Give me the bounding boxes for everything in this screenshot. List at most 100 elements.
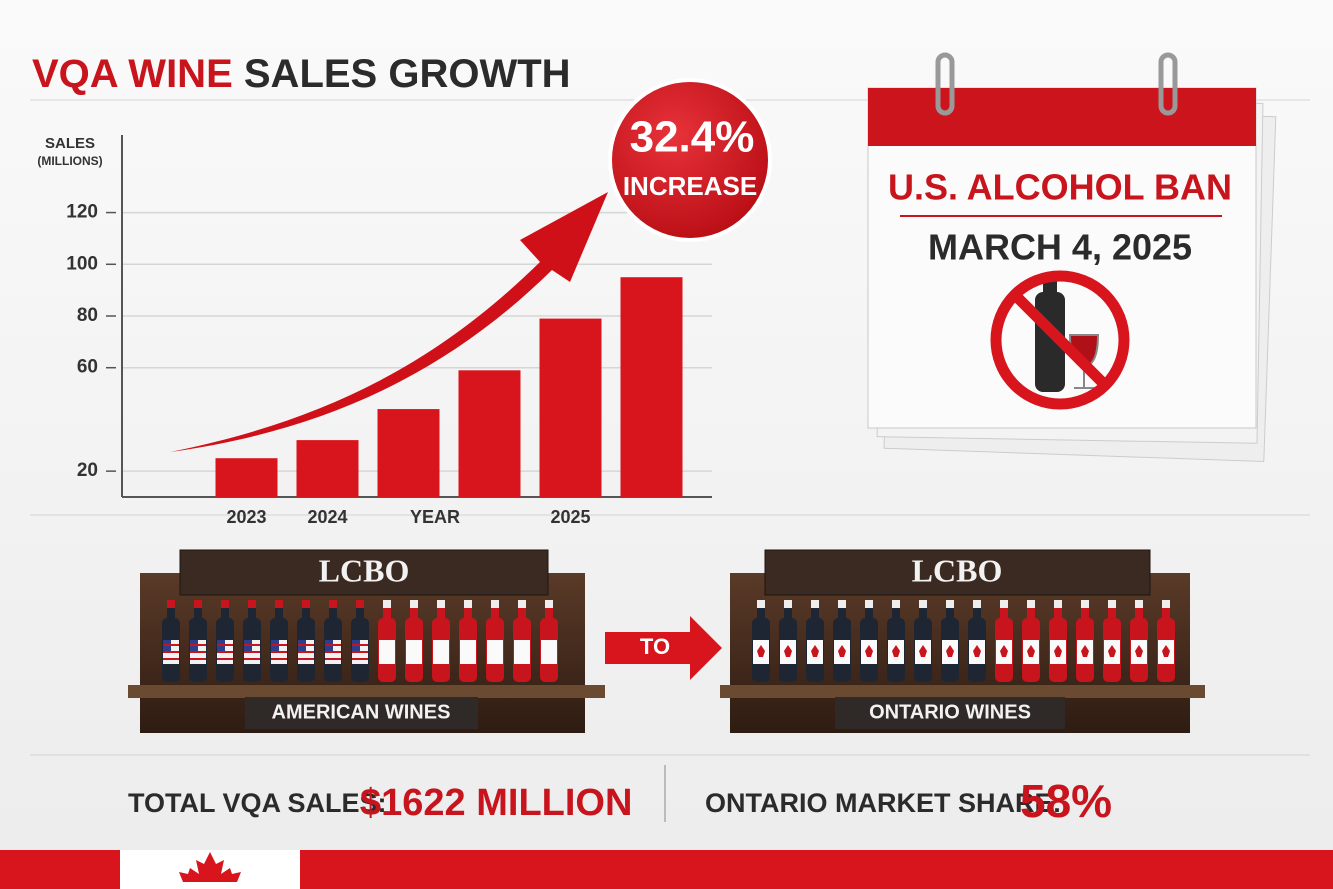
y-axis-label: (MILLIONS) <box>37 154 102 168</box>
bottle-cap <box>302 600 310 608</box>
shelf-ledge <box>128 685 605 698</box>
flag-stripe <box>271 658 287 660</box>
y-tick-label: 80 <box>77 305 98 326</box>
bottle-cap <box>464 600 472 608</box>
bottle-cap <box>329 600 337 608</box>
maple-label <box>1027 645 1035 657</box>
maple-leaf <box>179 852 241 882</box>
shelf-sign <box>179 549 549 596</box>
flag-stripe <box>244 651 260 653</box>
bottle-neck <box>757 600 765 620</box>
prohibited-slash <box>1011 291 1109 389</box>
shelf-label <box>835 697 1065 729</box>
bottle-label <box>514 640 530 664</box>
bottle-label <box>379 640 395 664</box>
maple-label <box>1081 645 1089 657</box>
maple-label <box>1135 645 1143 657</box>
bottle-label <box>487 640 503 664</box>
maple-label <box>811 645 819 657</box>
sales-label: TOTAL VQA SALES: <box>128 788 387 818</box>
bottle-cap <box>491 600 499 608</box>
flag-stripe <box>298 651 314 653</box>
bottle-neck <box>1054 600 1062 620</box>
bottle-cap <box>248 600 256 608</box>
bottle-neck <box>1162 600 1170 620</box>
title-highlight: VQA WINE <box>32 52 233 96</box>
growth-arrow <box>170 192 608 452</box>
bottle-neck <box>302 600 310 620</box>
shelf-sign-text: LCBO <box>912 552 1003 588</box>
bottle-label <box>460 640 476 664</box>
flag-stripe <box>190 658 206 660</box>
bottle-cap <box>946 600 954 608</box>
bar <box>458 370 521 497</box>
bottle-cap <box>919 600 927 608</box>
bottle-neck <box>919 600 927 620</box>
y-tick-label: 120 <box>66 202 98 223</box>
bottle-cap <box>1054 600 1062 608</box>
flag-stripe <box>325 658 341 660</box>
bottle-cap <box>973 600 981 608</box>
bottle-cap <box>757 600 765 608</box>
shelf-label-text: AMERICAN WINES <box>272 701 451 723</box>
annotation-value: 32.4% <box>630 113 755 162</box>
bottle-neck <box>811 600 819 620</box>
shelf-sign-text: LCBO <box>319 552 410 588</box>
shelf-label <box>245 697 478 729</box>
flag-stripe <box>163 644 179 646</box>
x-tick-label: 2024 <box>307 507 347 527</box>
bottle-neck <box>1108 600 1116 620</box>
shelf-label-text: ONTARIO WINES <box>869 701 1031 723</box>
bottle-neck <box>383 600 391 620</box>
flag-stripe <box>190 651 206 653</box>
bottle-label <box>433 640 449 664</box>
maple-label <box>946 645 954 657</box>
bottle-cap <box>518 600 526 608</box>
bottle-neck <box>1081 600 1089 620</box>
bottle-cap <box>1108 600 1116 608</box>
bottle-neck <box>437 600 445 620</box>
chart-title: VQA WINE SALES GROWTH <box>32 52 571 96</box>
bottle-label <box>406 640 422 664</box>
maple-label <box>1054 645 1062 657</box>
sales-value: $1622 MILLION <box>360 782 632 824</box>
y-tick-label: 20 <box>77 460 98 481</box>
bottle-neck <box>221 600 229 620</box>
bottle-cap <box>1135 600 1143 608</box>
bar <box>296 440 359 497</box>
bottle-cap <box>1162 600 1170 608</box>
x-axis-label: YEAR <box>410 507 460 527</box>
maple-label <box>973 645 981 657</box>
bottle-cap <box>1027 600 1035 608</box>
calendar-title: U.S. ALCOHOL BAN <box>888 167 1232 208</box>
bottle-neck <box>194 600 202 620</box>
bottle-neck <box>464 600 472 620</box>
share-value: 58% <box>1020 775 1112 827</box>
bottle-cap <box>865 600 873 608</box>
maple-label <box>757 645 765 657</box>
annotation-bubble <box>608 78 772 242</box>
bottle-cap <box>437 600 445 608</box>
x-tick-label: 2023 <box>226 507 266 527</box>
maple-label <box>784 645 792 657</box>
footer: TOTAL VQA SALES: $1622 MILLION ONTARIO M… <box>0 765 1333 889</box>
flag-stripe <box>217 651 233 653</box>
prohibited-sign <box>990 270 1130 410</box>
bottle-cap <box>383 600 391 608</box>
bottle-cap <box>838 600 846 608</box>
bottle-cap <box>545 600 553 608</box>
flag-stripe <box>298 644 314 646</box>
flag-stripe <box>244 658 260 660</box>
calendar-ring <box>1158 52 1178 116</box>
bottle-neck <box>410 600 418 620</box>
bottle-neck <box>275 600 283 620</box>
bottle-neck <box>248 600 256 620</box>
flag-stripe <box>325 651 341 653</box>
bottle-neck <box>167 600 175 620</box>
shelves: LCBO AMERICAN WINES LCBO ONTARIO WINES T… <box>128 549 1205 733</box>
bottle-icon <box>1043 280 1057 300</box>
bottle-neck <box>1000 600 1008 620</box>
flag-stripe <box>298 658 314 660</box>
